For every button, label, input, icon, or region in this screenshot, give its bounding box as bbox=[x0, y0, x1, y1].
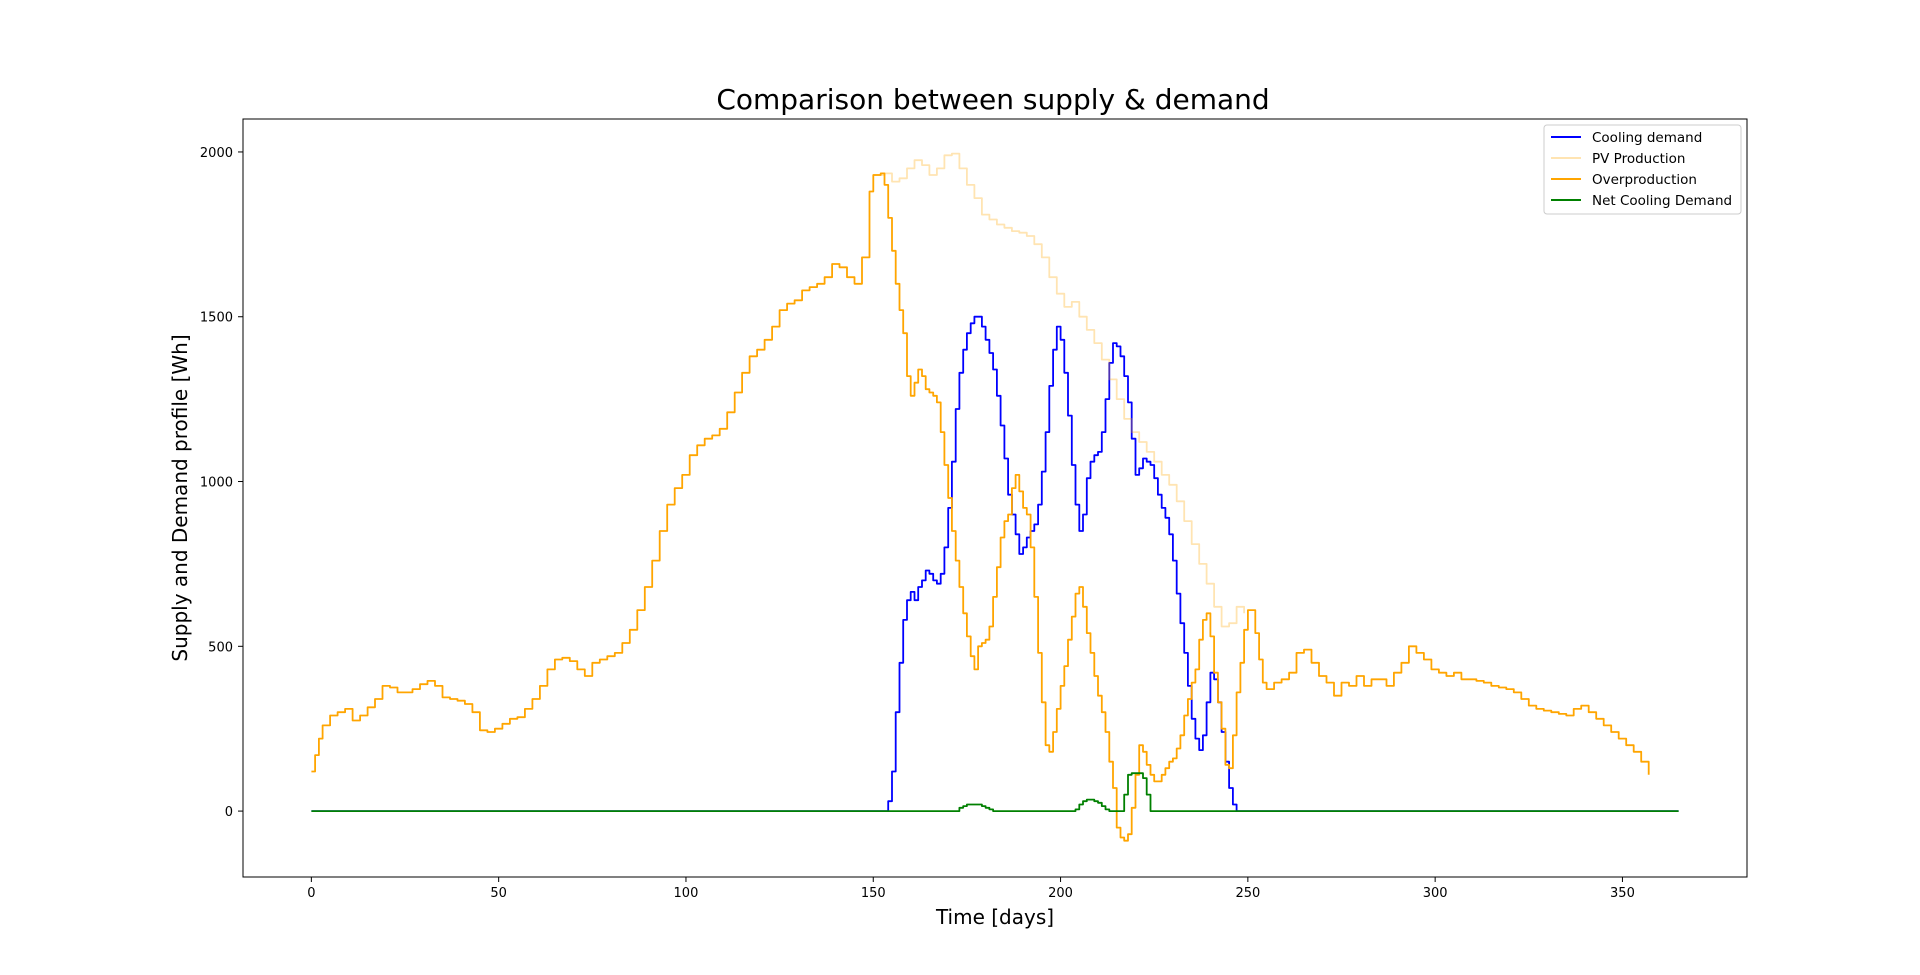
x-tick-label: 250 bbox=[1235, 886, 1260, 901]
x-tick-label: 150 bbox=[861, 886, 886, 901]
series-line-cooling-demand bbox=[311, 315, 1679, 812]
series-layer bbox=[311, 152, 1679, 842]
legend-label-pv-production: PV Production bbox=[1592, 151, 1686, 167]
x-tick-label: 100 bbox=[674, 886, 699, 901]
x-tick-label: 350 bbox=[1610, 886, 1635, 901]
series-line-overproduction bbox=[311, 172, 1650, 842]
legend-frame bbox=[1543, 124, 1742, 215]
plot-frame bbox=[242, 118, 1748, 878]
y-tick-label: 2000 bbox=[200, 146, 233, 161]
x-tick-label: 300 bbox=[1423, 886, 1448, 901]
x-tick-label: 0 bbox=[307, 886, 315, 901]
y-axis-title: Supply and Demand profile [Wh] bbox=[168, 334, 192, 661]
legend: Cooling demand PV Production Overproductio… bbox=[1543, 124, 1742, 215]
series-line-pv-production bbox=[873, 152, 1245, 628]
y-tick-label: 1500 bbox=[200, 311, 233, 326]
x-axis: 0 50 100 150 200 250 300 350 bbox=[307, 877, 1635, 901]
legend-label-overproduction: Overproduction bbox=[1592, 172, 1697, 188]
y-tick-label: 1000 bbox=[200, 476, 233, 491]
x-tick-label: 50 bbox=[490, 886, 507, 901]
legend-label-net-cooling-demand: Net Cooling Demand bbox=[1592, 193, 1732, 209]
legend-label-cooling-demand: Cooling demand bbox=[1592, 130, 1702, 146]
series-line-net-cooling-demand bbox=[311, 772, 1679, 812]
x-tick-label: 200 bbox=[1048, 886, 1073, 901]
chart-title: Comparison between supply & demand bbox=[716, 83, 1269, 116]
x-axis-title: Time [days] bbox=[935, 905, 1054, 929]
y-tick-label: 0 bbox=[225, 805, 233, 820]
y-tick-label: 500 bbox=[208, 640, 233, 655]
y-axis: 0 500 1000 1500 2000 bbox=[200, 146, 243, 820]
